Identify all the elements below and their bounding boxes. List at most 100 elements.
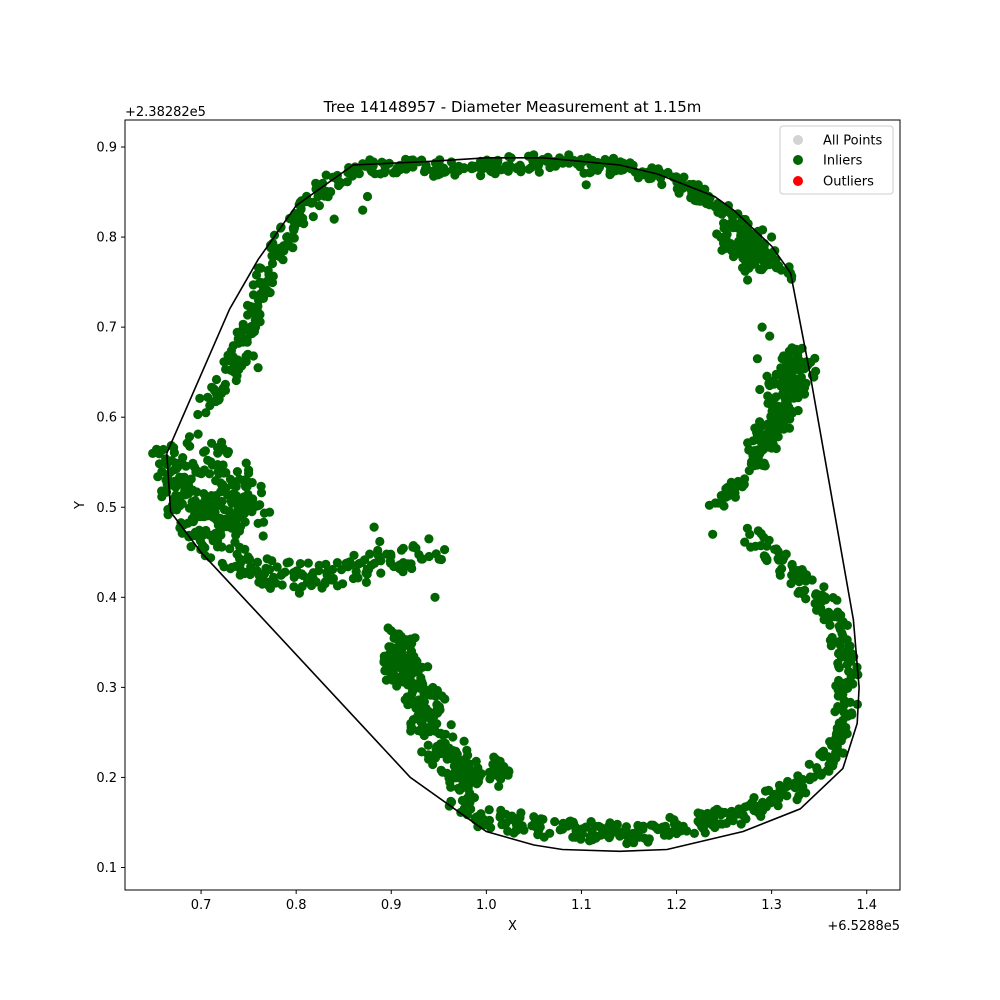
inlier-point [463, 784, 473, 794]
inlier-point [206, 553, 216, 563]
inlier-point [446, 720, 456, 730]
inlier-point [241, 554, 251, 565]
inlier-point [755, 384, 765, 395]
inlier-point [373, 545, 383, 556]
inlier-point [232, 549, 242, 559]
inlier-point [216, 388, 227, 398]
inlier-point [768, 439, 778, 449]
inlier-point [282, 558, 292, 568]
inlier-point [820, 592, 830, 602]
y-tick-label: 0.4 [96, 591, 117, 606]
inlier-point [833, 685, 843, 695]
inlier-point [239, 568, 249, 579]
inlier-point [233, 334, 243, 344]
inlier-point [265, 507, 275, 517]
inlier-point [263, 265, 273, 275]
inlier-point [193, 409, 203, 420]
legend-label-outliers: Outliers [823, 175, 874, 190]
inlier-point [794, 577, 804, 587]
inlier-point [467, 771, 477, 781]
inlier-point [817, 768, 827, 779]
inlier-point [474, 771, 484, 781]
inlier-point [434, 157, 444, 167]
inlier-point [379, 168, 389, 178]
inlier-point [369, 558, 380, 569]
inlier-point [267, 556, 277, 566]
inlier-point [748, 246, 759, 256]
inlier-point [308, 197, 318, 208]
inlier-point [178, 453, 188, 463]
inlier-point [391, 650, 401, 660]
inlier-point [394, 629, 404, 639]
inlier-point [716, 491, 726, 501]
inlier-point [773, 801, 783, 811]
inlier-point [218, 480, 228, 490]
inlier-point [298, 571, 308, 581]
inlier-point [752, 430, 762, 440]
inlier-point [778, 390, 789, 400]
inlier-point [804, 759, 814, 769]
inlier-point [169, 443, 179, 453]
inlier-point [242, 334, 252, 344]
inlier-point [767, 406, 777, 416]
inlier-point [252, 557, 263, 567]
inlier-point [242, 481, 252, 492]
inlier-point [715, 202, 725, 212]
inlier-point [729, 810, 740, 820]
x-tick-label: 1.1 [571, 898, 592, 913]
inlier-point [577, 829, 588, 839]
inlier-point [448, 732, 458, 742]
inlier-point [564, 817, 575, 827]
inlier-point [423, 706, 433, 716]
inlier-point [819, 582, 829, 592]
inlier-point [406, 726, 416, 736]
x-offset-text: +6.5288e5 [827, 919, 900, 934]
x-tick-label: 1.4 [856, 898, 877, 913]
inlier-point [262, 285, 272, 295]
inlier-point [391, 167, 401, 177]
inlier-point [771, 370, 782, 380]
inlier-point [495, 812, 505, 822]
legend-marker-inliers [793, 155, 803, 165]
inlier-point [786, 347, 796, 357]
inlier-point [782, 359, 792, 369]
x-tick-label: 1.3 [761, 898, 782, 913]
inlier-point [774, 379, 784, 389]
inlier-point [786, 578, 796, 589]
inlier-point [189, 498, 199, 508]
x-axis-label: X [508, 919, 517, 934]
inlier-point [726, 241, 736, 251]
inlier-point [568, 832, 578, 842]
inlier-point [496, 805, 506, 816]
inlier-point [708, 529, 718, 539]
inlier-point [253, 363, 263, 373]
inlier-point [386, 551, 396, 561]
inlier-point [225, 544, 235, 554]
y-axis-ticks: 0.1 0.2 0.3 0.4 0.5 0.6 0.7 0.8 0.9 [96, 141, 125, 876]
inlier-point [207, 438, 217, 448]
inlier-point [190, 527, 200, 537]
y-axis-label: Y [73, 501, 88, 510]
inlier-point [516, 808, 526, 818]
inlier-point [771, 263, 782, 273]
inlier-point [188, 458, 198, 468]
inlier-point [767, 794, 778, 804]
y-tick-label: 0.3 [96, 681, 117, 696]
inlier-point [695, 196, 705, 206]
inlier-point [756, 529, 766, 539]
x-tick-label: 0.9 [381, 898, 402, 913]
inlier-point [753, 808, 763, 818]
inlier-point [612, 819, 622, 830]
inlier-point [246, 323, 256, 333]
inlier-point [256, 488, 267, 498]
inlier-point [267, 258, 278, 269]
inlier-point [221, 468, 231, 478]
x-tick-label: 0.7 [191, 898, 212, 913]
y-tick-label: 0.5 [96, 501, 117, 516]
inlier-point [362, 191, 373, 202]
inlier-point [379, 657, 389, 667]
inlier-point [536, 814, 546, 824]
inlier-point [529, 159, 539, 170]
inlier-point [158, 444, 168, 455]
